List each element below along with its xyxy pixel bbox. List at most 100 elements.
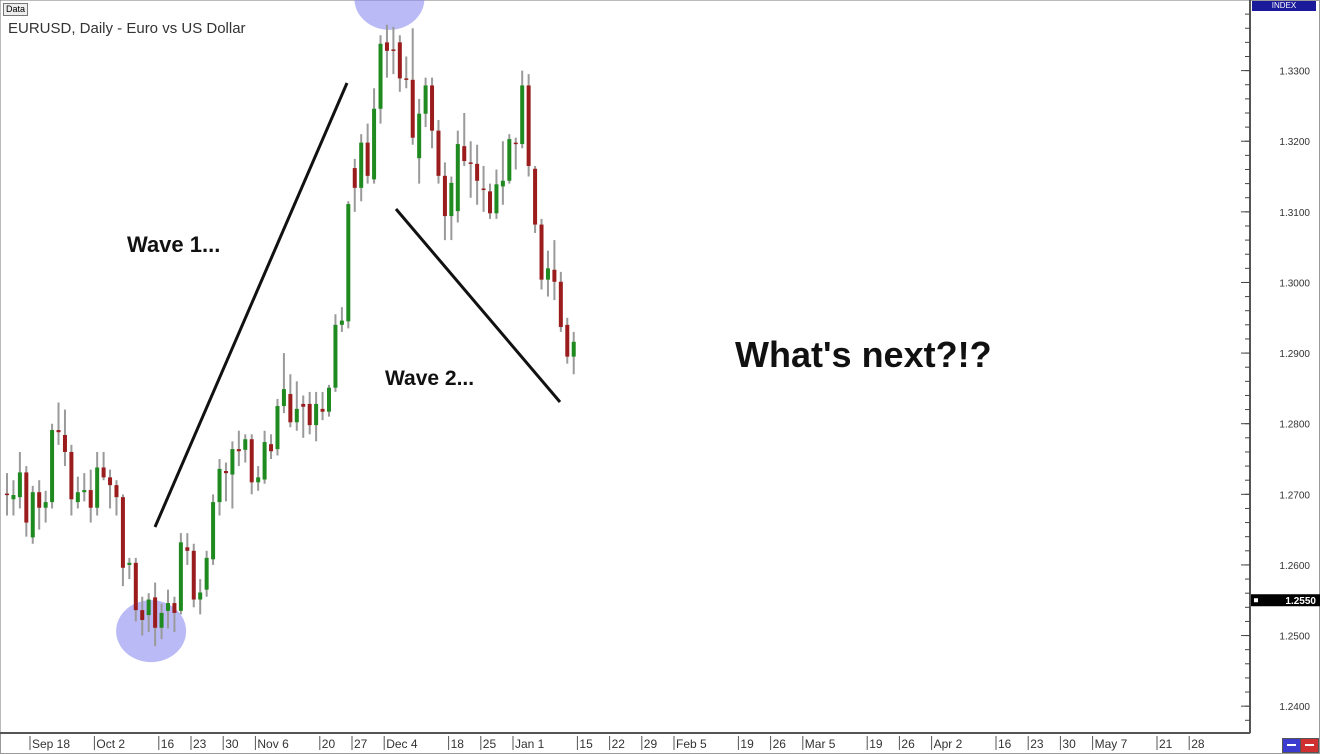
candle-body bbox=[43, 502, 48, 508]
candle bbox=[365, 123, 370, 184]
candle bbox=[352, 158, 357, 212]
candle-body bbox=[269, 444, 274, 452]
x-tick-label: 23 bbox=[1030, 737, 1044, 751]
zoom-out-button[interactable] bbox=[1282, 738, 1301, 753]
candle bbox=[359, 134, 364, 202]
candle-body bbox=[488, 191, 492, 214]
candle bbox=[243, 434, 248, 463]
candle bbox=[75, 476, 80, 509]
candle bbox=[204, 550, 209, 597]
wave2-trend-line bbox=[394, 208, 562, 403]
candle-body bbox=[294, 408, 299, 423]
candle bbox=[384, 24, 389, 78]
candle-body bbox=[256, 477, 261, 483]
y-tick-label: 1.2500 bbox=[1279, 632, 1310, 643]
candle-body bbox=[442, 175, 447, 217]
candle bbox=[294, 381, 299, 431]
candle-body bbox=[120, 497, 125, 568]
candle-body bbox=[223, 471, 228, 474]
x-tick-label: 19 bbox=[740, 737, 754, 751]
x-tick-label: 30 bbox=[225, 737, 239, 751]
candle-body bbox=[378, 43, 383, 109]
candle-body bbox=[108, 477, 113, 486]
x-tick-label: 23 bbox=[193, 737, 207, 751]
candle bbox=[114, 480, 119, 516]
candle bbox=[172, 596, 177, 633]
candle bbox=[410, 28, 415, 145]
x-tick-label: 26 bbox=[773, 737, 787, 751]
candle-body bbox=[275, 406, 280, 450]
x-tick-label: 30 bbox=[1062, 737, 1076, 751]
candle-body bbox=[127, 562, 132, 565]
candle bbox=[262, 430, 267, 484]
candle-body bbox=[552, 269, 557, 282]
candle-body bbox=[365, 142, 370, 176]
candle-body bbox=[153, 597, 158, 628]
candle-body bbox=[307, 403, 312, 426]
candle-body bbox=[494, 184, 499, 214]
x-tick-label: Mar 5 bbox=[805, 737, 836, 751]
candle-body bbox=[236, 449, 241, 452]
candle-body bbox=[5, 493, 9, 496]
candle bbox=[108, 469, 113, 509]
candle bbox=[11, 480, 16, 516]
candle bbox=[372, 88, 377, 184]
y-tick-label: 1.3100 bbox=[1279, 208, 1310, 219]
candle-body bbox=[24, 472, 29, 523]
zoom-in-button[interactable] bbox=[1300, 738, 1319, 753]
wave2-label: Wave 2... bbox=[385, 367, 475, 390]
x-tick-label: Sep 18 bbox=[32, 737, 70, 751]
candle-body bbox=[243, 439, 248, 450]
candle-body bbox=[346, 204, 351, 322]
x-tick-label: 26 bbox=[901, 737, 915, 751]
candle bbox=[307, 391, 312, 435]
candle bbox=[520, 70, 525, 149]
candle bbox=[24, 466, 29, 537]
candle-body bbox=[565, 324, 570, 357]
candle bbox=[133, 557, 138, 622]
candle bbox=[552, 240, 557, 301]
candle bbox=[191, 543, 196, 608]
wave1-label: Wave 1... bbox=[127, 232, 221, 257]
candle-body bbox=[62, 434, 67, 452]
candle-body bbox=[204, 557, 209, 590]
x-tick-label: Dec 4 bbox=[386, 737, 418, 751]
candle bbox=[314, 391, 319, 442]
candle bbox=[417, 98, 422, 184]
candle bbox=[539, 218, 544, 290]
candle bbox=[397, 35, 402, 92]
candle-body bbox=[288, 394, 293, 423]
candle-body bbox=[172, 603, 177, 613]
candle-body bbox=[281, 389, 286, 407]
candle bbox=[481, 165, 486, 212]
candle bbox=[249, 434, 254, 495]
x-tick-label: 20 bbox=[322, 737, 336, 751]
y-tick-label: 1.2400 bbox=[1279, 702, 1310, 713]
y-tick-label: 1.2600 bbox=[1279, 561, 1310, 572]
candle-body bbox=[249, 439, 254, 483]
candle-body bbox=[146, 599, 151, 616]
candle-body bbox=[82, 490, 87, 493]
x-tick-label: Nov 6 bbox=[257, 737, 289, 751]
candle bbox=[526, 74, 531, 177]
candle bbox=[153, 582, 158, 647]
candle-body bbox=[114, 485, 119, 498]
candle bbox=[507, 134, 512, 184]
candle-body bbox=[37, 492, 42, 508]
candle-body bbox=[69, 451, 74, 500]
candle bbox=[488, 183, 492, 219]
candle bbox=[339, 307, 344, 332]
candle-body bbox=[507, 139, 512, 181]
candle-body bbox=[327, 387, 331, 412]
candle bbox=[88, 469, 93, 523]
candle-body bbox=[455, 144, 460, 212]
candle-body bbox=[359, 142, 364, 188]
x-tick-label: Apr 2 bbox=[934, 737, 963, 751]
x-tick-label: Feb 5 bbox=[676, 737, 707, 751]
y-tick-label: 1.3000 bbox=[1279, 278, 1310, 289]
candle-body bbox=[50, 430, 55, 503]
candle bbox=[327, 384, 331, 417]
candle-body bbox=[140, 610, 145, 621]
y-tick-label: 1.3200 bbox=[1279, 137, 1310, 148]
